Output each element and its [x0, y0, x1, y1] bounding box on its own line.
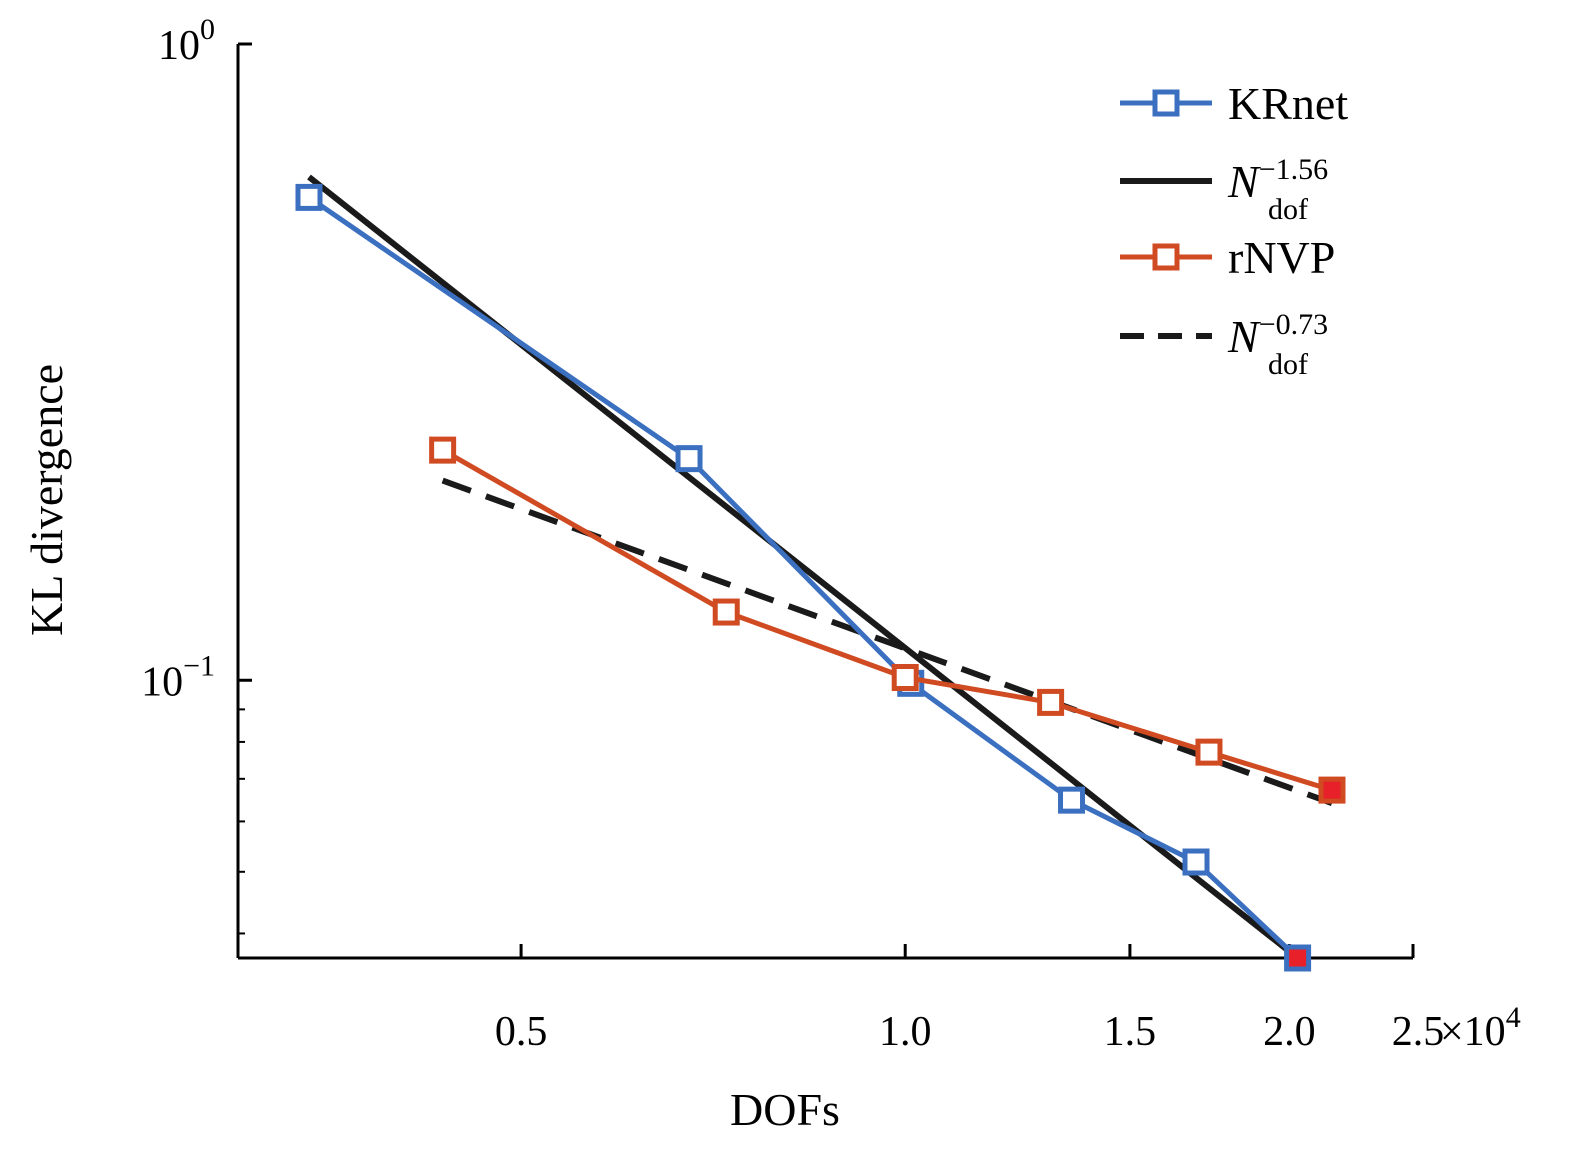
legend-label-sup: −1.56 — [1259, 153, 1328, 186]
axes: 0.5 1.0 1.5 2.0 2.5×104 100 10−1 — [141, 13, 1521, 1055]
x-tick-label: 1.0 — [879, 1009, 932, 1055]
x-tick-label: 0.5 — [495, 1009, 548, 1055]
data-point-KRnet — [295, 183, 323, 211]
legend-label-sub: dof — [1268, 193, 1308, 226]
legend-label: rNVP — [1228, 232, 1335, 283]
data-point-rNVP — [1037, 688, 1065, 716]
legend-label: KRnet — [1228, 78, 1348, 129]
data-point-rNVP — [1195, 738, 1223, 766]
data-point-KRnet — [1284, 944, 1312, 972]
series-line-KRnet — [307, 195, 1300, 960]
x-multiplier-exponent: 4 — [1506, 1001, 1521, 1034]
legend-marker — [1152, 243, 1180, 271]
data-point-KRnet — [1182, 848, 1210, 876]
data-point-KRnet — [1058, 786, 1086, 814]
x-tick-label: 2.0 — [1263, 1009, 1316, 1055]
legend-label: N−0.73 dof — [1227, 308, 1328, 381]
x-axis-label: DOFs — [730, 1084, 840, 1135]
legend-label-base: N — [1227, 311, 1261, 362]
y-tick-exponent: 0 — [200, 13, 215, 46]
x-tick-label: 2.5 — [1392, 1009, 1445, 1055]
legend-label-sub: dof — [1268, 348, 1308, 381]
series-line-rNVP — [441, 447, 1333, 793]
data-point-KRnet — [675, 445, 703, 473]
legend-label: N−1.56 dof — [1227, 153, 1328, 226]
data-point-rNVP — [891, 664, 919, 692]
y-tick-label: 10−1 — [141, 649, 215, 705]
data-point-rNVP — [1318, 776, 1346, 804]
legend-label-sup: −0.73 — [1259, 308, 1328, 341]
legend-marker — [1152, 89, 1180, 117]
y-axis-label: KL divergence — [21, 364, 72, 636]
y-tick-label: 100 — [158, 13, 215, 69]
data-point-rNVP — [429, 436, 457, 464]
legend-label-base: N — [1227, 156, 1261, 207]
x-multiplier-label: ×104 — [1440, 1001, 1521, 1055]
y-tick-exponent: −1 — [183, 649, 215, 682]
series-group — [295, 174, 1346, 972]
data-point-rNVP — [712, 598, 740, 626]
x-tick-label: 1.5 — [1104, 1009, 1157, 1055]
